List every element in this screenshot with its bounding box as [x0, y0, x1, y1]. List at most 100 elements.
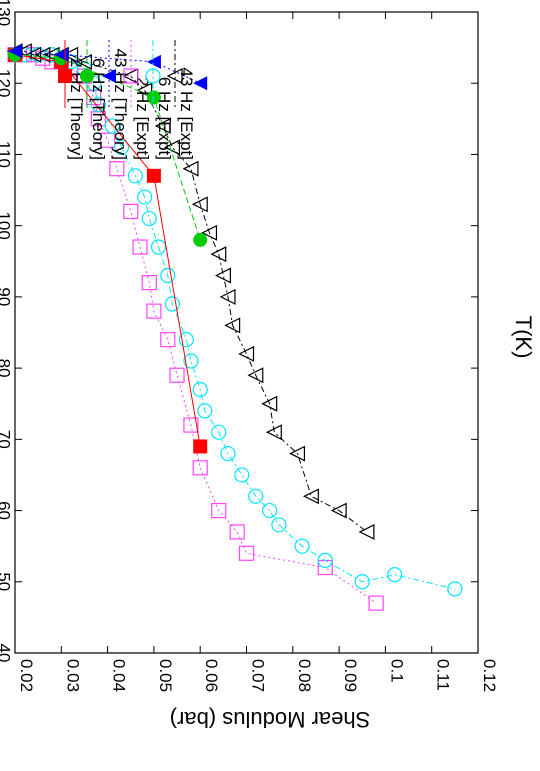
data-point — [76, 53, 93, 70]
series-1 — [8, 47, 208, 247]
legend-entry: 2 Hz [Theory] — [58, 40, 86, 160]
series-line — [14, 54, 201, 447]
legend-marker — [80, 69, 94, 83]
data-point — [210, 246, 227, 263]
data-point — [34, 46, 51, 63]
data-point — [289, 445, 306, 462]
legend-entry: 43 Hz [Theory] — [102, 40, 130, 160]
y-tick-label: 90 — [0, 287, 14, 306]
y-tick-label: 40 — [0, 644, 14, 663]
y-tick-label: 60 — [0, 501, 14, 520]
data-point — [219, 288, 236, 305]
y-tick-label: 80 — [0, 359, 14, 378]
legend-marker — [123, 68, 139, 84]
legend-marker — [58, 69, 72, 83]
x-tick-label: 0.02 — [17, 659, 36, 692]
legend-label: 43 Hz [Theory] — [111, 49, 130, 161]
data-point — [141, 275, 157, 291]
data-point — [447, 581, 463, 597]
data-point — [192, 460, 208, 476]
data-point — [183, 417, 199, 433]
data-point — [113, 139, 130, 155]
data-point — [132, 239, 148, 255]
data-point — [123, 203, 139, 220]
legend-label: 6 Hz [Theory] — [89, 58, 108, 160]
data-point — [160, 332, 176, 348]
data-point — [150, 239, 167, 255]
data-point — [229, 524, 245, 540]
data-point — [90, 96, 106, 113]
y-tick-label: 70 — [0, 430, 14, 449]
x-axis-label: T(K) — [511, 316, 536, 359]
x-tick-label: 0.11 — [434, 659, 453, 691]
data-point — [358, 523, 375, 540]
data-point — [160, 267, 176, 284]
data-point — [317, 552, 333, 569]
legend-entry: 6 Hz [Theory] — [80, 40, 108, 160]
legend-label: 6 Hz [Expt] — [155, 77, 174, 160]
data-point — [247, 367, 264, 384]
x-tick-label: 0.03 — [63, 659, 82, 692]
data-point — [109, 161, 125, 177]
data-point — [146, 90, 161, 105]
legend-entry: 43 Hz [Expt] — [166, 40, 196, 160]
data-point — [183, 353, 199, 369]
data-point — [271, 517, 287, 533]
data-point — [262, 502, 278, 519]
x-tick-label: 0.07 — [249, 659, 268, 692]
data-point — [197, 403, 213, 419]
legend-label: 43 Hz [Expt] — [177, 67, 196, 160]
data-point — [137, 189, 153, 205]
data-point — [8, 44, 22, 59]
data-point — [238, 545, 255, 561]
data-point — [248, 488, 264, 504]
data-point — [265, 424, 282, 441]
data-point — [104, 118, 120, 134]
data-point — [234, 467, 250, 483]
y-tick-label: 120 — [0, 69, 14, 97]
data-point — [211, 424, 227, 440]
data-point — [193, 439, 208, 454]
data-point — [224, 317, 241, 334]
data-point — [387, 567, 403, 583]
series-layer — [6, 43, 463, 611]
data-point — [99, 132, 116, 148]
legend-marker — [145, 68, 161, 84]
data-point — [201, 224, 218, 241]
x-tick-label: 0.05 — [156, 659, 175, 692]
data-point — [164, 139, 181, 156]
data-point — [294, 538, 310, 554]
y-tick-label: 110 — [0, 141, 14, 168]
series-line — [15, 54, 377, 604]
legend-marker — [102, 69, 116, 83]
data-point — [62, 46, 79, 63]
y-axis-label: Shear Modulus (bar) — [170, 707, 371, 732]
y-tick-label: 130 — [0, 0, 14, 26]
data-point — [354, 574, 370, 590]
x-tick-label: 0.06 — [202, 659, 221, 692]
x-tick-label: 0.04 — [110, 659, 129, 692]
data-point — [146, 303, 162, 319]
data-point — [169, 367, 185, 383]
data-point — [164, 296, 181, 312]
legend-label: 2 Hz [Theory] — [67, 58, 86, 160]
legend-marker — [166, 68, 183, 84]
data-point — [182, 160, 199, 177]
data-point — [215, 267, 231, 284]
data-point — [154, 117, 171, 134]
x-tick-label: 0.08 — [295, 659, 314, 692]
x-tick-label: 0.09 — [341, 659, 360, 692]
legend-label: 2 Hz [Expt] — [133, 77, 152, 160]
data-point — [192, 381, 208, 398]
data-point — [178, 332, 194, 348]
data-point — [238, 345, 255, 362]
data-point — [211, 502, 227, 519]
data-point — [146, 168, 161, 183]
data-point — [141, 210, 157, 227]
legend: 2 Hz [Theory] 6 Hz [Theory] 43 Hz [Theory]… — [58, 40, 196, 160]
series-line — [14, 54, 201, 241]
data-point — [25, 46, 42, 63]
series-line — [15, 50, 368, 533]
x-tick-label: 0.12 — [480, 659, 499, 692]
